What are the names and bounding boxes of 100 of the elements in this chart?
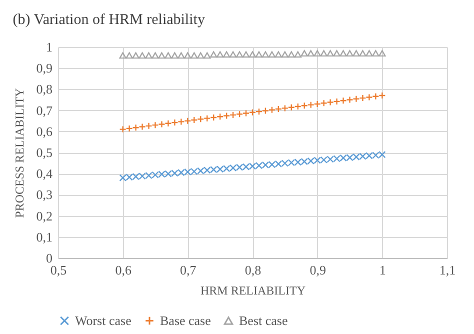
- point: [132, 52, 140, 59]
- y-tick-label: 0,2: [36, 208, 52, 224]
- y-tick-label: 0,7: [36, 102, 53, 118]
- point: [378, 50, 386, 57]
- point: [210, 114, 218, 122]
- point: [132, 172, 140, 180]
- point: [158, 52, 166, 59]
- point: [262, 51, 270, 58]
- point: [126, 174, 133, 181]
- point: [248, 162, 256, 170]
- point: [366, 94, 373, 101]
- point: [372, 50, 380, 57]
- point: [229, 51, 237, 58]
- y-tick-label: 1: [46, 40, 52, 54]
- point: [138, 123, 146, 130]
- point: [333, 155, 340, 162]
- point: [222, 112, 230, 120]
- point: [333, 50, 340, 57]
- y-tick-label: 0,5: [36, 145, 52, 160]
- point: [242, 163, 250, 170]
- point: [126, 52, 133, 59]
- point: [274, 105, 282, 113]
- point: [164, 52, 172, 59]
- point: [255, 108, 263, 116]
- point: [300, 102, 308, 110]
- point: [314, 156, 321, 164]
- point: [197, 167, 204, 174]
- y-tick-label: 0: [46, 250, 52, 266]
- point: [248, 108, 256, 116]
- point: [262, 107, 270, 114]
- point: [320, 50, 328, 57]
- point: [307, 101, 314, 108]
- y-tick-label: 0,8: [36, 82, 52, 97]
- point: [236, 164, 244, 171]
- x-axis-title: HRM RELIABILITY: [200, 284, 306, 298]
- point: [307, 50, 314, 57]
- x-tick-label: 0,8: [244, 262, 262, 278]
- point: [300, 158, 308, 166]
- point: [288, 104, 295, 111]
- point: [222, 164, 230, 172]
- point: [242, 110, 250, 117]
- point: [281, 160, 289, 167]
- point: [171, 118, 178, 126]
- point: [281, 104, 289, 112]
- point: [126, 124, 133, 132]
- point: [184, 52, 192, 59]
- point: [190, 168, 198, 176]
- x-tick-label: 0,6: [115, 262, 132, 278]
- point: [255, 162, 263, 170]
- point: [204, 114, 211, 122]
- point: [119, 52, 126, 59]
- point: [152, 171, 159, 178]
- point: [340, 50, 347, 57]
- point: [346, 154, 354, 162]
- point: [145, 52, 152, 59]
- point: [171, 52, 178, 59]
- point: [197, 52, 204, 59]
- legend-label: Worst case: [75, 312, 132, 328]
- point: [352, 95, 360, 103]
- point: [320, 156, 328, 164]
- point: [314, 100, 321, 108]
- point: [366, 152, 373, 160]
- point: [372, 92, 380, 100]
- point: [138, 172, 146, 180]
- point: [204, 166, 211, 174]
- point: [268, 160, 276, 168]
- point: [294, 158, 302, 166]
- point: [164, 120, 172, 127]
- point: [352, 50, 360, 57]
- point: [158, 170, 166, 178]
- point: [307, 157, 314, 165]
- point: [178, 52, 185, 59]
- point: [229, 164, 237, 172]
- point: [255, 51, 263, 58]
- y-axis-title: PROCESS RELIABILITY: [12, 88, 26, 218]
- point: [268, 51, 276, 58]
- point: [372, 152, 380, 159]
- point: [359, 152, 366, 160]
- y-tick-label: 0,1: [36, 229, 52, 244]
- point: [274, 160, 282, 168]
- point: [288, 159, 295, 166]
- point: [242, 51, 250, 58]
- point: [178, 168, 185, 176]
- x-tick-label: 0,9: [310, 262, 326, 278]
- x-tick-label: 1: [379, 262, 386, 278]
- point: [281, 51, 289, 58]
- point: [164, 170, 172, 178]
- point: [132, 124, 140, 132]
- point: [197, 116, 204, 123]
- point: [216, 113, 224, 120]
- point: [190, 52, 198, 59]
- point: [294, 51, 302, 58]
- point: [274, 51, 282, 58]
- point: [236, 51, 244, 58]
- point: [346, 50, 354, 57]
- point: [119, 126, 126, 133]
- chart-title: (b) Variation of HRM reliability: [12, 12, 206, 28]
- point: [216, 51, 224, 58]
- point: [320, 100, 328, 107]
- point: [352, 153, 360, 161]
